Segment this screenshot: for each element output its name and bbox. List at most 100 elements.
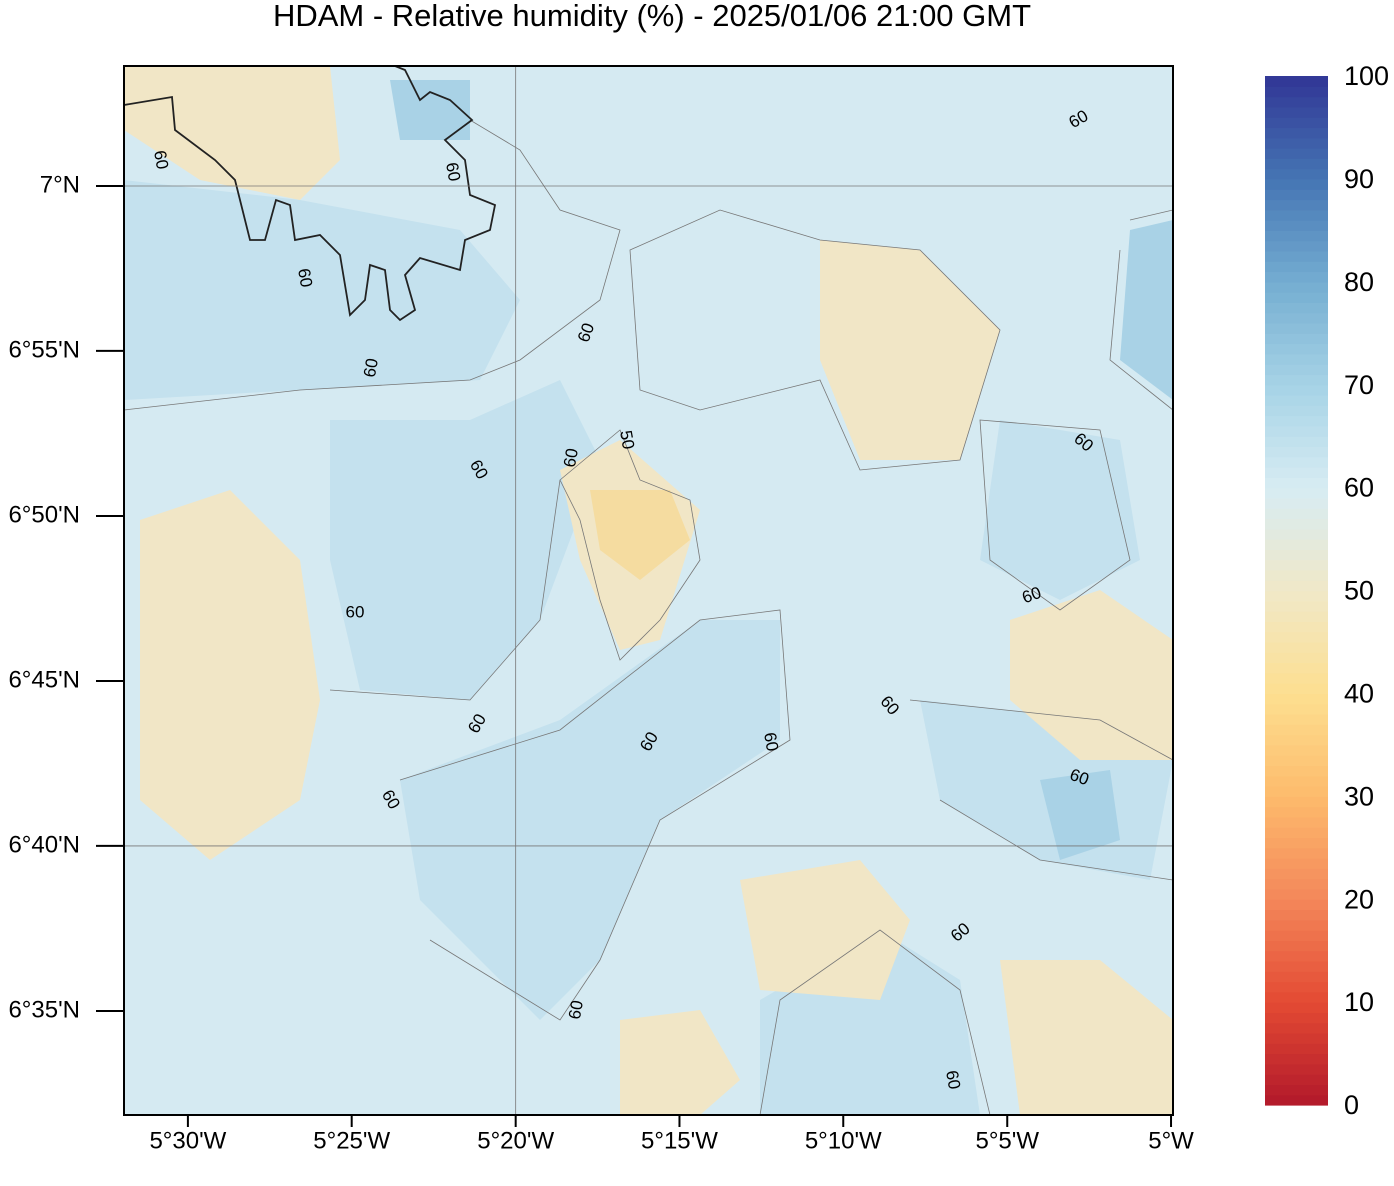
field-patch (1040, 770, 1120, 860)
colorbar-step (1265, 467, 1328, 478)
colorbar-step (1265, 1063, 1328, 1075)
contour-line (629, 209, 1001, 471)
colorbar-step (1265, 117, 1328, 129)
map-title: HDAM - Relative humidity (%) - 2025/01/0… (273, 0, 1031, 33)
contour-line (909, 699, 1173, 881)
contour-label: 60 (442, 161, 464, 183)
colorbar-step (1265, 590, 1328, 602)
colorbar-step (1265, 786, 1328, 797)
colorbar-step (1265, 1012, 1328, 1024)
colorbar-step (1265, 1002, 1328, 1013)
colorbar-step (1265, 353, 1328, 365)
colorbar-step (1265, 765, 1328, 777)
x-tick-label: 5°20'W (477, 1127, 554, 1154)
colorbar-step (1265, 281, 1328, 293)
grid (124, 66, 1173, 1115)
humidity-field (124, 66, 1173, 1115)
axes: 5°30'W 5°25'W 5°20'W 5°15'W 5°10'W 5°5'W 5°W 7°… (8, 171, 1194, 1154)
colorbar-step (1265, 827, 1328, 839)
colorbar-step (1265, 384, 1328, 396)
colorbar-step (1265, 148, 1328, 159)
colorbar-step (1265, 775, 1328, 787)
colorbar-step (1265, 539, 1328, 550)
colorbar-label: 90 (1344, 164, 1374, 194)
field-patch (1010, 590, 1173, 760)
colorbar-step (1265, 271, 1328, 283)
field-patch (1120, 220, 1173, 400)
colorbar-step (1265, 240, 1328, 252)
contour-label: 60 (294, 267, 316, 289)
contour-label: 60 (565, 999, 587, 1021)
colorbar-step (1265, 991, 1328, 1003)
colorbar-step (1265, 724, 1328, 736)
field-patch (620, 1010, 740, 1115)
field-patch (330, 380, 600, 700)
field-patch (590, 490, 690, 580)
colorbar-step (1265, 888, 1328, 900)
colorbar-step (1265, 364, 1328, 376)
y-tick-label: 6°40'N (8, 831, 80, 858)
colorbar-step (1265, 899, 1328, 911)
colorbar-step (1265, 919, 1328, 931)
colorbar-step (1265, 652, 1328, 664)
colorbar-step (1265, 343, 1328, 355)
colorbar-step (1265, 405, 1328, 417)
colorbar-label: 40 (1344, 679, 1374, 709)
colorbar: 0 10 20 30 40 50 60 70 80 90 100 (1265, 61, 1389, 1120)
x-tick-label: 5°W (1148, 1127, 1194, 1154)
colorbar-step (1265, 189, 1328, 201)
colorbar-label: 10 (1344, 987, 1374, 1017)
contour-label: 60 (150, 149, 172, 171)
colorbar-step (1265, 1074, 1328, 1086)
colorbar-step (1265, 106, 1328, 118)
colorbar-step (1265, 569, 1328, 581)
colorbar-step (1265, 683, 1328, 694)
colorbar-step (1265, 425, 1328, 437)
colorbar-step (1265, 580, 1328, 592)
colorbar-step (1265, 950, 1328, 962)
field-patch (124, 180, 520, 400)
contour-label: 60 (942, 1069, 964, 1091)
colorbar-step (1265, 734, 1328, 746)
colorbar-step (1265, 960, 1328, 972)
colorbar-step (1265, 837, 1328, 849)
contour-line (329, 479, 561, 701)
colorbar-step (1265, 292, 1328, 303)
colorbar-step (1265, 600, 1328, 612)
colorbar-step (1265, 209, 1328, 221)
contour-label: 60 (360, 357, 382, 379)
colorbar-step (1265, 168, 1328, 180)
colorbar-label: 0 (1344, 1090, 1359, 1120)
colorbar-step (1265, 868, 1328, 880)
colorbar-step (1265, 662, 1328, 674)
colorbar-step (1265, 199, 1328, 211)
colorbar-step (1265, 446, 1328, 458)
colorbar-step (1265, 497, 1328, 509)
field-patch (140, 490, 320, 860)
contour-line (559, 429, 701, 661)
field-patch (400, 620, 780, 1020)
coastline (124, 66, 497, 322)
field-patch (820, 240, 1000, 460)
colorbar-step (1265, 631, 1328, 643)
colorbar-step (1265, 250, 1328, 262)
y-tick-label: 6°35'N (8, 996, 80, 1023)
field-patch (980, 420, 1140, 600)
colorbar-step (1265, 76, 1328, 87)
x-tick-label: 5°30'W (149, 1127, 226, 1154)
colorbar-step (1265, 1032, 1328, 1044)
colorbar-step (1265, 220, 1328, 231)
colorbar-step (1265, 858, 1328, 869)
map-frame (123, 65, 1174, 1116)
colorbar-step (1265, 178, 1328, 190)
x-tick-label: 5°10'W (805, 1127, 882, 1154)
colorbar-label: 80 (1344, 267, 1374, 297)
colorbar-step (1265, 230, 1328, 242)
colorbar-step (1265, 611, 1328, 622)
colorbar-step (1265, 1022, 1328, 1034)
colorbar-step (1265, 96, 1328, 108)
contour-label: 50 (616, 429, 638, 451)
contour-line (759, 929, 991, 1115)
colorbar-step (1265, 86, 1328, 98)
colorbar-step (1265, 713, 1328, 725)
